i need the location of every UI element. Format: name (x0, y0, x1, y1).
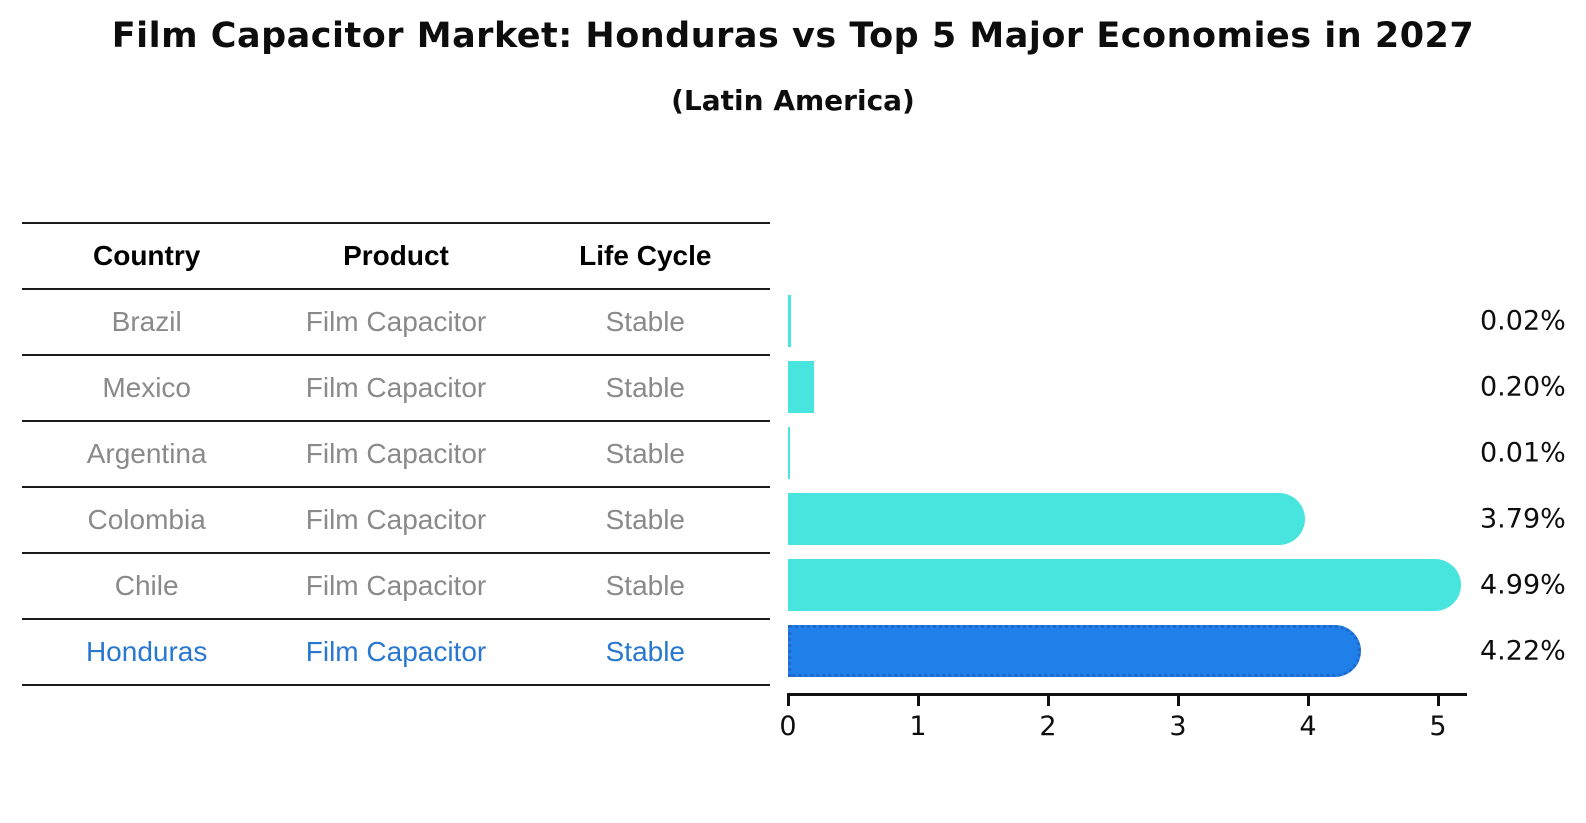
bar-colombia (788, 493, 1305, 545)
life-cycle-cell: Stable (605, 438, 686, 469)
table-row-colombia: Colombia Film Capacitor Stable (22, 486, 770, 552)
country-cell: Chile (114, 570, 179, 601)
life-cycle-cell: Stable (605, 504, 686, 535)
x-axis-tick-label: 3 (1169, 711, 1187, 742)
bar-chile (788, 559, 1461, 611)
product-cell: Film Capacitor (305, 372, 487, 403)
life-cycle-cell: Stable (605, 636, 686, 667)
product-cell: Film Capacitor (305, 570, 487, 601)
x-axis-tick-label: 2 (1039, 711, 1057, 742)
country-cell: Mexico (102, 372, 192, 403)
x-axis-line (788, 693, 1467, 696)
country-cell: Brazil (111, 306, 182, 337)
x-axis-tick-label: 1 (909, 711, 927, 742)
x-axis-tick-label: 0 (779, 711, 797, 742)
header-country: Country (93, 240, 201, 271)
product-cell: Film Capacitor (305, 636, 487, 667)
header-product: Product (343, 240, 449, 271)
x-axis-tick-label: 5 (1429, 711, 1447, 742)
country-table: Country Product Life Cycle Brazil Film C… (22, 222, 770, 686)
x-axis-tick (1437, 693, 1440, 706)
bar-value-label: 3.79% (1480, 503, 1566, 535)
table-header-row: Country Product Life Cycle (22, 222, 770, 288)
table-row-honduras: Honduras Film Capacitor Stable (22, 618, 770, 684)
bar-chart: 0 1 2 3 4 5 (779, 222, 1467, 742)
chart-title: Film Capacitor Market: Honduras vs Top 5… (111, 16, 1475, 56)
product-cell: Film Capacitor (305, 306, 487, 337)
country-cell: Argentina (86, 438, 207, 469)
x-axis-tick (1047, 693, 1050, 706)
bar-honduras (788, 625, 1361, 677)
bar-argentina (788, 427, 790, 479)
life-cycle-cell: Stable (605, 570, 686, 601)
bar-value-label: 4.99% (1480, 569, 1566, 601)
bar-brazil (788, 295, 791, 347)
x-axis-tick (1307, 693, 1310, 706)
x-axis-tick (787, 693, 790, 706)
product-cell: Film Capacitor (305, 438, 487, 469)
bar-value-label: 0.01% (1480, 437, 1566, 469)
life-cycle-cell: Stable (605, 306, 686, 337)
header-life-cycle: Life Cycle (579, 240, 712, 271)
bar-value-label: 0.20% (1480, 371, 1566, 403)
chart-subtitle: (Latin America) (671, 84, 915, 117)
x-axis-tick (1177, 693, 1180, 706)
country-cell: Colombia (87, 504, 206, 535)
table-row-brazil: Brazil Film Capacitor Stable (22, 288, 770, 354)
bar-mexico (788, 361, 814, 413)
bar-value-label: 0.02% (1480, 305, 1566, 337)
x-axis-tick-label: 4 (1299, 711, 1317, 742)
table-row-mexico: Mexico Film Capacitor Stable (22, 354, 770, 420)
x-axis-tick (917, 693, 920, 706)
life-cycle-cell: Stable (605, 372, 686, 403)
product-cell: Film Capacitor (305, 504, 487, 535)
table-row-argentina: Argentina Film Capacitor Stable (22, 420, 770, 486)
country-cell: Honduras (85, 636, 208, 667)
table-row-chile: Chile Film Capacitor Stable (22, 552, 770, 618)
bar-value-label: 4.22% (1480, 635, 1566, 667)
